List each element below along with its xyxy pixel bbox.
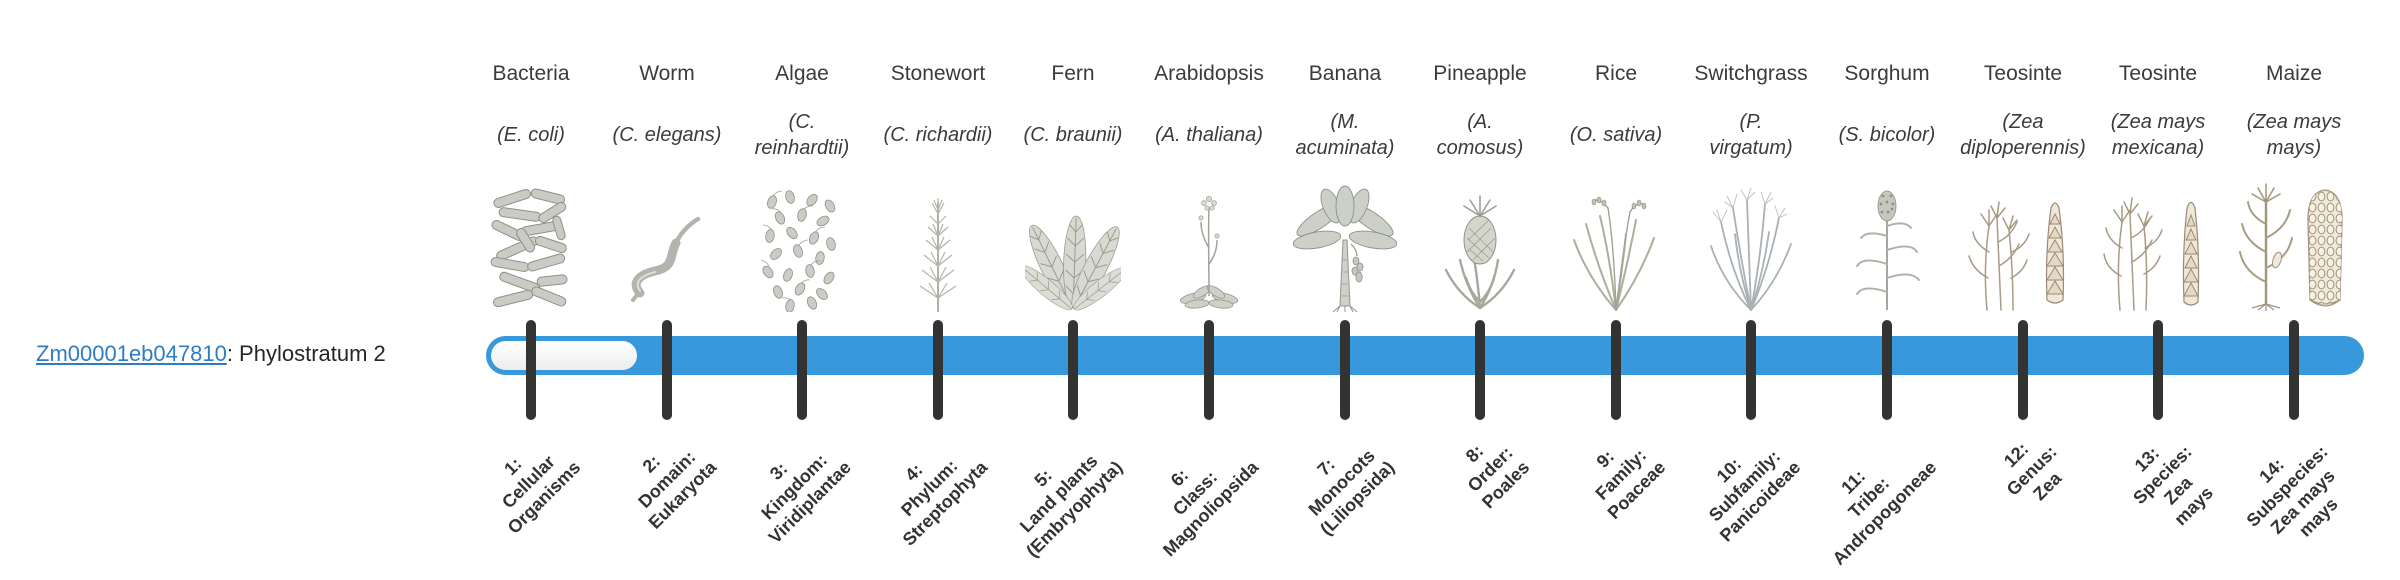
organism-scientific-name: (C. richardii) [883,124,993,146]
rice-illustration [1548,178,1684,312]
sorghum-illustration [1819,178,1955,312]
switchgrass-illustration [1683,178,1819,312]
organism-common-name: Stonewort [890,62,986,85]
phylostratum-tick-2 [662,320,672,420]
phylostratum-tick-13 [2153,320,2163,420]
phylostratum-tick-1 [526,320,536,420]
algae-illustration [734,178,870,312]
phylostratum-tick-4 [933,320,943,420]
stratum-label-2: 2: Domain: Eukaryota [634,446,721,533]
fern-illustration [1005,178,1141,312]
organism-column-pineapple: Pineapple (A. comosus) [1412,62,1548,312]
gene-label: Zm00001eb047810: Phylostratum 2 [36,341,386,367]
banana-illustration [1277,178,1413,312]
teosinte-mexicana-illustration [2090,178,2226,312]
organism-column-bacteria: Bacteria (E. coli) [463,62,599,312]
maize-illustration [2226,178,2362,312]
organism-common-name: Teosinte [2118,62,2198,85]
teosinte-diploperennis-illustration [1955,178,2091,312]
stratum-label-7: 7: Monocots (Liliopsida) [1304,445,1399,540]
organism-common-name: Switchgrass [1694,62,1808,85]
bar-unfilled-segment [491,341,637,370]
organism-column-sorghum: Sorghum (S. bicolor) [1819,62,1955,312]
organism-scientific-name: (C. elegans) [612,124,722,146]
stratum-label-12: 12: Genus: Zea [1999,438,2066,505]
organism-column-fern: Fern (C. braunii) [1005,62,1141,312]
stratum-label-13: 13: Species: Zea mays [2129,441,2217,530]
organism-common-name: Maize [2265,62,2323,85]
organism-common-name: Bacteria [492,62,570,85]
phylostratum-tick-7 [1340,320,1350,420]
organism-common-name: Worm [639,62,695,85]
organism-scientific-name: (P. virgatum) [1709,111,1793,159]
organism-scientific-name: (C. reinhardtii) [754,111,850,159]
organism-scientific-name: (Zea mays mexicana) [2110,111,2206,159]
organism-scientific-name: (E. coli) [497,124,565,146]
organism-scientific-name: (A. comosus) [1436,111,1524,159]
organism-common-name: Fern [1051,62,1095,85]
organism-column-switchgrass: Switchgrass (P. virgatum) [1683,62,1819,312]
stonewort-illustration [870,178,1006,312]
phylostratum-tick-3 [797,320,807,420]
stratum-label-1: 1: Cellular Organisms [497,451,585,538]
stratum-label-8: 8: Order: Poales [1461,440,1534,513]
organism-column-stonewort: Stonewort (C. richardii) [870,62,1006,312]
bacteria-illustration [463,178,599,312]
phylostratum-tick-5 [1068,320,1078,420]
phylostratum-tick-14 [2289,320,2299,420]
arabidopsis-illustration [1141,178,1277,312]
organism-column-rice: Rice (O. sativa) [1548,62,1684,312]
organism-scientific-name: (Zea diploperennis) [1960,111,2086,159]
organism-column-arabidopsis: Arabidopsis (A. thaliana) [1141,62,1277,312]
phylostrata-bar [486,336,2364,375]
organism-column-teosinte-diploperennis: Teosinte (Zea diploperennis) [1955,62,2091,312]
organism-column-algae: Algae (C. reinhardtii) [734,62,870,312]
phylostratum-tick-12 [2018,320,2028,420]
organism-scientific-name: (M. acuminata) [1295,111,1395,159]
gene-id-link[interactable]: Zm00001eb047810 [36,341,227,366]
phylostratum-tick-8 [1475,320,1485,420]
organism-scientific-name: (C. braunii) [1023,124,1123,146]
organism-common-name: Banana [1308,62,1382,85]
worm-illustration [599,178,735,312]
organism-common-name: Rice [1594,62,1637,85]
phylostratum-tick-9 [1611,320,1621,420]
stratum-label-9: 9: Family: Poaceae [1591,445,1670,523]
gene-phylostratum-text: : Phylostratum 2 [226,341,386,366]
phylostratum-tick-11 [1882,320,1892,420]
organism-column-maize: Maize (Zea mays mays) [2226,62,2362,312]
organism-scientific-name: (A. thaliana) [1155,124,1263,146]
stratum-label-14: 14: Subspecies: Zea mays mays [2242,441,2342,541]
stratum-label-6: 6: Class: Magnoliopsida [1158,457,1263,561]
organism-column-worm: Worm (C. elegans) [599,62,735,312]
organism-scientific-name: (Zea mays mays) [2246,111,2342,159]
organism-common-name: Arabidopsis [1154,62,1264,85]
organism-column-banana: Banana (M. acuminata) [1277,62,1413,312]
stratum-label-5: 5: Land plants (Embryophyta) [1015,450,1127,562]
organism-common-name: Teosinte [1983,62,2063,85]
organism-column-teosinte-mexicana: Teosinte (Zea mays mexicana) [2090,62,2226,312]
phylostratum-tick-6 [1204,320,1214,420]
stratum-label-11: 11: Tribe: Andropogoneae [1828,457,1941,569]
organism-scientific-name: (O. sativa) [1569,124,1663,146]
stratum-label-3: 3: Kingdom: Viridiplantae [757,449,856,548]
stratum-label-4: 4: Phylum: Streptophyta [897,455,992,550]
stratum-label-10: 10: Subfamily: Panicoideae [1704,446,1805,546]
organism-common-name: Pineapple [1433,62,1527,85]
organism-common-name: Algae [775,62,829,85]
organism-scientific-name: (S. bicolor) [1838,124,1936,146]
pineapple-illustration [1412,178,1548,312]
organism-common-name: Sorghum [1844,62,1930,85]
phylostratum-tick-10 [1746,320,1756,420]
